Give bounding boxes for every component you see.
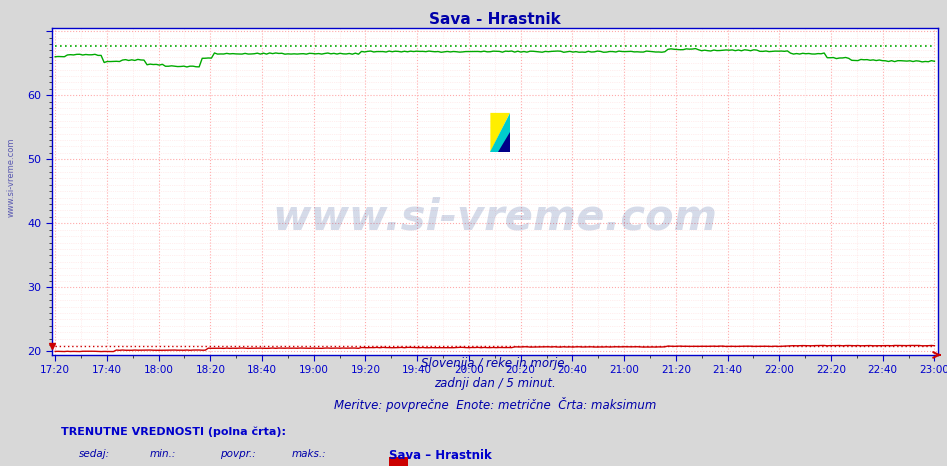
Text: Meritve: povprečne  Enote: metrične  Črta: maksimum: Meritve: povprečne Enote: metrične Črta:… — [333, 397, 656, 412]
Text: www.si-vreme.com: www.si-vreme.com — [273, 196, 717, 239]
Polygon shape — [491, 113, 509, 152]
Text: sedaj:: sedaj: — [79, 448, 110, 459]
Text: Sava – Hrastnik: Sava – Hrastnik — [388, 448, 491, 461]
Text: zadnji dan / 5 minut.: zadnji dan / 5 minut. — [434, 377, 556, 390]
Polygon shape — [491, 113, 509, 152]
Text: Slovenija / reke in morje.: Slovenija / reke in morje. — [421, 356, 568, 370]
Title: Sava - Hrastnik: Sava - Hrastnik — [429, 12, 561, 27]
Text: maks.:: maks.: — [291, 448, 326, 459]
Polygon shape — [498, 132, 509, 152]
Text: min.:: min.: — [150, 448, 176, 459]
Bar — [388, 457, 408, 466]
Text: povpr.:: povpr.: — [221, 448, 256, 459]
Text: TRENUTNE VREDNOSTI (polna črta):: TRENUTNE VREDNOSTI (polna črta): — [61, 426, 286, 437]
Text: www.si-vreme.com: www.si-vreme.com — [7, 137, 16, 217]
